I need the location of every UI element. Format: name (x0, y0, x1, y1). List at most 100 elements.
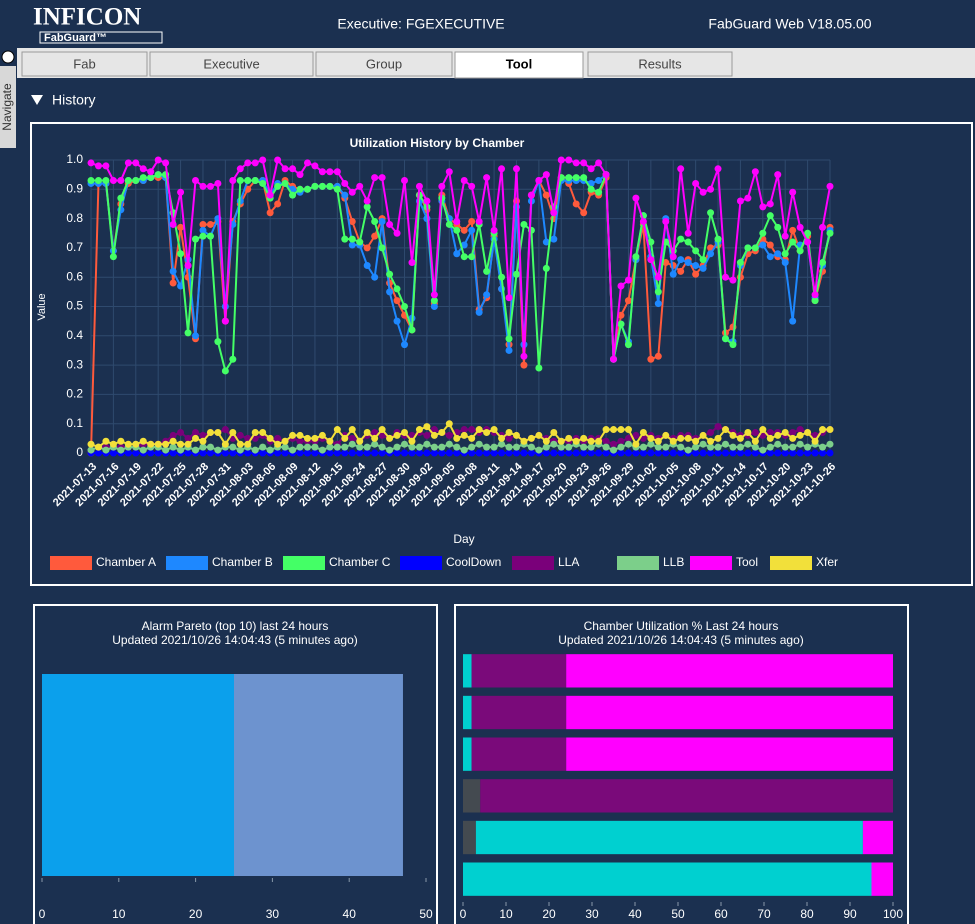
series-point (348, 218, 356, 226)
series-point (617, 311, 625, 319)
series-point (580, 159, 588, 167)
series-point (393, 449, 401, 457)
y-tick-label: 0.5 (66, 299, 83, 313)
series-point (587, 185, 595, 193)
pareto-panel (33, 604, 438, 924)
series-point (356, 437, 364, 445)
series-point (610, 446, 618, 454)
bar-segment (463, 862, 872, 896)
series-point (117, 437, 125, 445)
series-point (789, 449, 797, 457)
series-point (781, 259, 789, 267)
series-point (662, 443, 670, 451)
series-point (774, 250, 782, 258)
series-point (550, 209, 558, 217)
series-point (617, 282, 625, 290)
series-point (759, 229, 767, 237)
series-point (662, 259, 670, 267)
series-point (677, 165, 685, 173)
series-point (289, 431, 297, 439)
series-point (617, 437, 625, 445)
series-point (341, 179, 349, 187)
series-point (595, 449, 603, 457)
series-point (774, 431, 782, 439)
tab-label[interactable]: Executive (203, 56, 259, 71)
series-point (774, 171, 782, 179)
series-point (318, 168, 326, 176)
series-point (229, 449, 237, 457)
series-point (639, 428, 647, 436)
tab[interactable] (149, 51, 314, 77)
x-tick-label: 30 (266, 907, 280, 921)
series-point (169, 220, 177, 228)
series-point (505, 346, 513, 354)
series-point (371, 428, 379, 436)
tab-label[interactable]: Tool (506, 56, 532, 71)
series-point (371, 174, 379, 182)
series-point (177, 282, 185, 290)
series-point (259, 156, 267, 164)
tab-label[interactable]: Group (366, 56, 402, 71)
series-point (789, 434, 797, 442)
series-point (333, 449, 341, 457)
tab[interactable] (587, 51, 733, 77)
series-point (453, 443, 461, 451)
series-point (177, 250, 185, 258)
series-point (386, 270, 394, 278)
series-point (363, 203, 371, 211)
series-point (289, 191, 297, 199)
series-point (393, 285, 401, 293)
series-point (766, 443, 774, 451)
series-point (468, 182, 476, 190)
series-point (707, 250, 715, 258)
series-point (274, 200, 282, 208)
series-point (729, 443, 737, 451)
collapse-icon[interactable] (31, 95, 43, 105)
series-point (707, 185, 715, 193)
series-point (94, 449, 102, 457)
series-point (229, 177, 237, 185)
series-point (147, 174, 155, 182)
legend-label: Tool (736, 555, 758, 569)
tab[interactable] (454, 51, 584, 79)
series-point (550, 428, 558, 436)
series-point (483, 449, 491, 457)
series-point (781, 428, 789, 436)
legend-label: Chamber A (96, 555, 156, 569)
series-point (490, 226, 498, 234)
tab[interactable] (21, 51, 148, 77)
chart-title: Utilization History by Chamber (350, 136, 525, 150)
series-point (221, 440, 229, 448)
series-point (333, 185, 341, 193)
series-point (714, 165, 722, 173)
series-point (348, 241, 356, 249)
sidebar-icon[interactable] (1, 50, 15, 64)
tab[interactable] (315, 51, 453, 77)
series-point (677, 235, 685, 243)
series-point (527, 434, 535, 442)
x-tick-label: 90 (843, 907, 857, 921)
logo-sub: FabGuard™ (44, 32, 107, 44)
series-point (177, 440, 185, 448)
x-tick-label: 20 (189, 907, 203, 921)
series-point (565, 174, 573, 182)
series-point (557, 443, 565, 451)
series-point (587, 437, 595, 445)
tab-label[interactable]: Fab (73, 56, 95, 71)
section-title[interactable]: History (52, 92, 96, 108)
series-point (684, 238, 692, 246)
series-point (259, 443, 267, 451)
series-point (707, 443, 715, 451)
series-point (401, 449, 409, 457)
navigate-label[interactable]: Navigate (0, 83, 14, 131)
series-point (781, 232, 789, 240)
series-point (371, 218, 379, 226)
navigate-button[interactable] (0, 66, 16, 148)
x-tick-label: 30 (585, 907, 599, 921)
tab-label[interactable]: Results (638, 56, 682, 71)
series-point (109, 449, 117, 457)
series-point (729, 431, 737, 439)
bar-segment (234, 674, 403, 876)
series-point (296, 449, 304, 457)
series-point (445, 431, 453, 439)
